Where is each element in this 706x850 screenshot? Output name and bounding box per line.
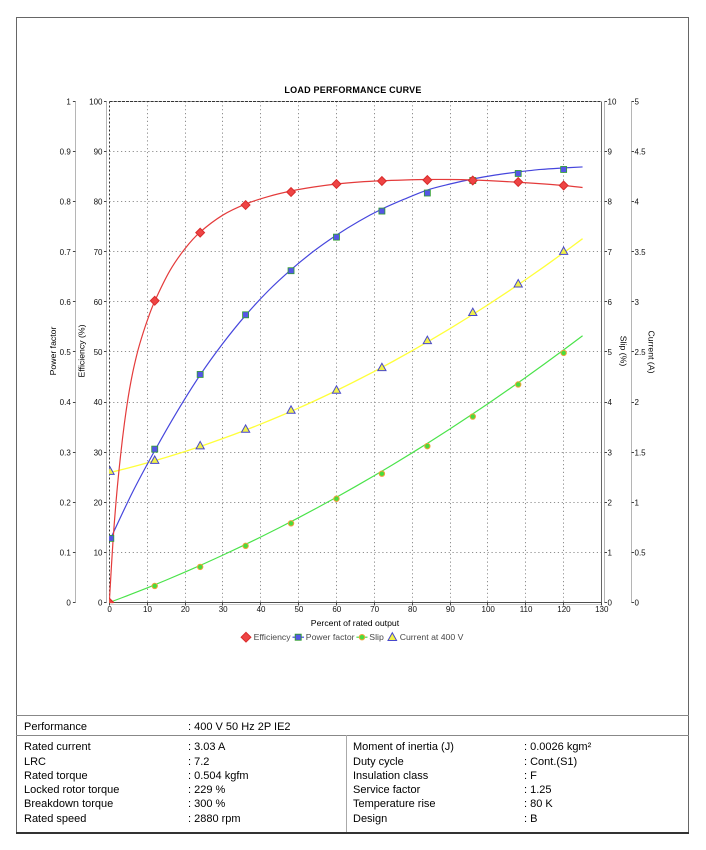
svg-text:LOAD PERFORMANCE CURVE: LOAD PERFORMANCE CURVE [284, 85, 421, 95]
svg-text:0: 0 [66, 599, 71, 608]
svg-text:0: 0 [635, 599, 640, 608]
svg-text:Current (A): Current (A) [647, 331, 657, 374]
svg-text:0.4: 0.4 [60, 398, 72, 407]
svg-text:0.5: 0.5 [60, 348, 72, 357]
svg-text:Slip (%): Slip (%) [619, 336, 629, 367]
svg-text:50: 50 [294, 605, 303, 614]
svg-text:5: 5 [635, 98, 640, 107]
svg-text:130: 130 [595, 605, 609, 614]
svg-text:Efficiency: Efficiency [254, 632, 292, 642]
svg-text:90: 90 [446, 605, 455, 614]
svg-text:1: 1 [66, 98, 71, 107]
svg-text:2: 2 [635, 398, 640, 407]
svg-text:9: 9 [608, 148, 613, 157]
svg-text:100: 100 [482, 605, 496, 614]
svg-text:0.5: 0.5 [635, 549, 647, 558]
svg-text:Current at 400 V: Current at 400 V [400, 632, 464, 642]
svg-text:0: 0 [107, 605, 112, 614]
svg-text:7: 7 [608, 248, 613, 257]
svg-text:70: 70 [94, 248, 103, 257]
svg-text:1: 1 [635, 498, 640, 507]
svg-text:40: 40 [94, 398, 103, 407]
svg-text:2: 2 [608, 498, 613, 507]
svg-text:0.3: 0.3 [60, 448, 72, 457]
svg-text:50: 50 [94, 348, 103, 357]
svg-text:20: 20 [181, 605, 190, 614]
svg-text:4: 4 [608, 398, 613, 407]
svg-text:Power factor: Power factor [48, 327, 58, 376]
svg-text:0.6: 0.6 [60, 298, 72, 307]
svg-text:2.5: 2.5 [635, 348, 647, 357]
svg-text:1: 1 [608, 549, 613, 558]
svg-text:Efficiency (%): Efficiency (%) [77, 324, 87, 377]
svg-text:120: 120 [557, 605, 571, 614]
svg-text:4.5: 4.5 [635, 148, 647, 157]
svg-text:10: 10 [143, 605, 152, 614]
svg-text:5: 5 [608, 348, 613, 357]
svg-text:3: 3 [608, 448, 613, 457]
svg-text:80: 80 [94, 198, 103, 207]
svg-text:100: 100 [89, 98, 103, 107]
svg-text:0: 0 [98, 599, 103, 608]
svg-text:20: 20 [94, 498, 103, 507]
svg-text:60: 60 [94, 298, 103, 307]
svg-text:40: 40 [257, 605, 266, 614]
svg-text:0.2: 0.2 [60, 498, 72, 507]
svg-text:60: 60 [332, 605, 341, 614]
svg-text:0.1: 0.1 [60, 549, 72, 558]
svg-text:0.7: 0.7 [60, 248, 72, 257]
svg-text:8: 8 [608, 198, 613, 207]
svg-text:30: 30 [94, 448, 103, 457]
svg-text:1.5: 1.5 [635, 448, 647, 457]
svg-text:4: 4 [635, 198, 640, 207]
svg-text:80: 80 [408, 605, 417, 614]
svg-text:30: 30 [219, 605, 228, 614]
svg-text:3: 3 [635, 298, 640, 307]
svg-text:110: 110 [520, 605, 533, 614]
svg-text:0: 0 [608, 599, 613, 608]
svg-text:10: 10 [608, 98, 617, 107]
svg-text:0.8: 0.8 [60, 198, 72, 207]
svg-text:Power factor: Power factor [306, 632, 355, 642]
svg-text:70: 70 [370, 605, 379, 614]
svg-text:Percent of rated output: Percent of rated output [311, 618, 400, 628]
svg-text:6: 6 [608, 298, 613, 307]
svg-text:10: 10 [94, 549, 103, 558]
svg-text:3.5: 3.5 [635, 248, 647, 257]
svg-text:Slip: Slip [369, 632, 384, 642]
svg-text:0.9: 0.9 [60, 148, 72, 157]
svg-text:90: 90 [94, 148, 103, 157]
